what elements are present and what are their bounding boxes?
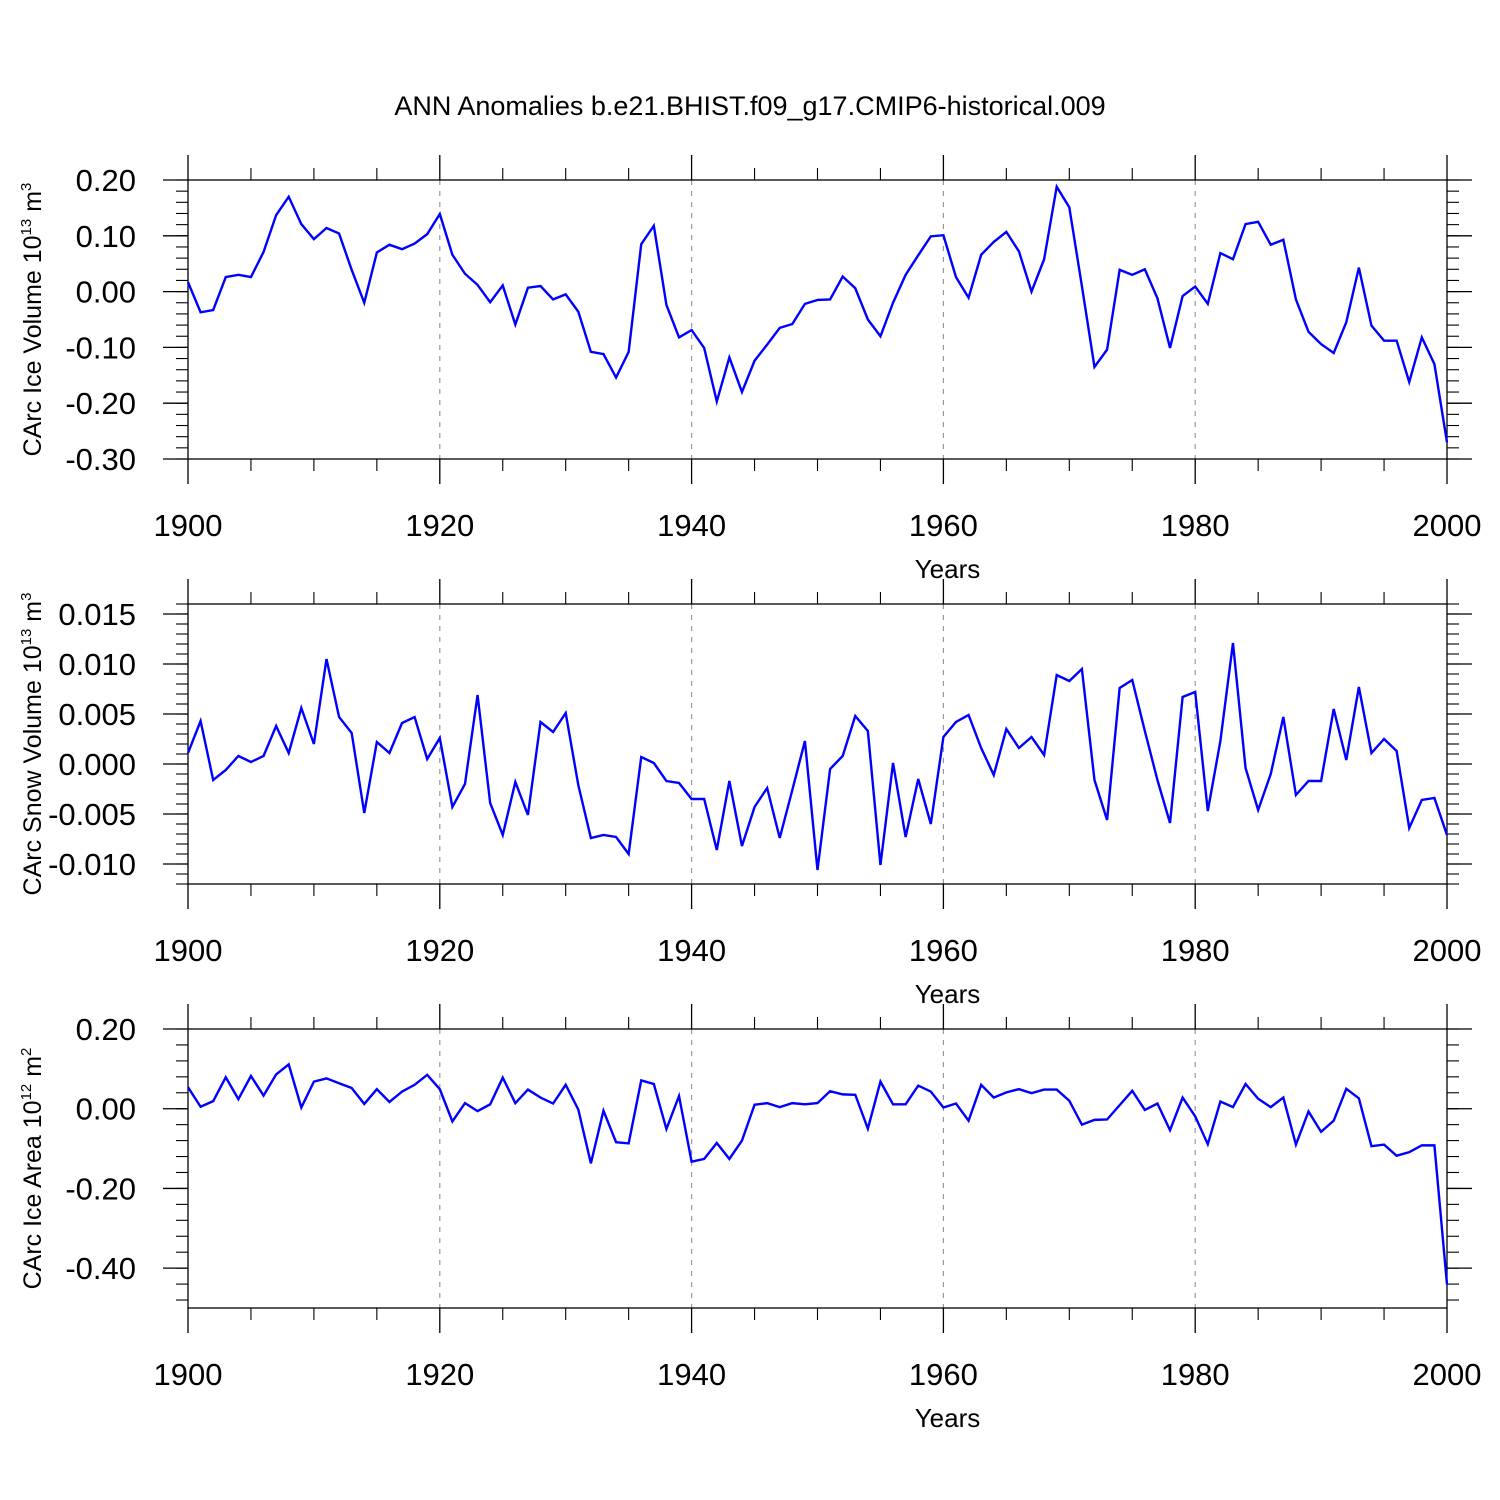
- x-tick-label: 1960: [909, 508, 978, 543]
- chart-panel-ice-volume: 1900 1920 1940 1960 1980 2000 0.20 0.10 0.00 -0.1…: [18, 155, 1481, 584]
- x-tick-label: 2000: [1413, 508, 1482, 543]
- x-tick-label: 1900: [154, 508, 223, 543]
- y-tick-label: 0.20: [76, 1012, 136, 1047]
- x-tick-label: 1960: [909, 1357, 978, 1392]
- chart-panel-snow-volume: 1900 1920 1940 1960 1980 2000 0.015 0.010 0.005 0…: [18, 579, 1481, 1009]
- y-axis-label: CArc Ice Volume 1013 m3: [18, 183, 47, 457]
- panels: 1900 1920 1940 1960 1980 2000 0.20 0.10 0.00 -0.1…: [18, 155, 1481, 1433]
- plot-frame: [187, 1028, 1448, 1309]
- y-label-text: CArc Ice Volume 10: [19, 235, 47, 456]
- y-tick-label: 0.00: [76, 275, 136, 310]
- y-tick-label: -0.005: [48, 797, 136, 832]
- x-tick-label: 1920: [405, 508, 474, 543]
- y-label-text: CArc Ice Area 10: [19, 1100, 47, 1289]
- y-label-text: CArc Snow Volume 10: [19, 645, 47, 895]
- y-tick-label: -0.20: [65, 1171, 136, 1206]
- y-label-exponent: 2: [18, 1048, 35, 1056]
- x-tick-label: 1960: [909, 933, 978, 968]
- y-tick-label: 0.000: [58, 747, 136, 782]
- x-tick-label: 1940: [657, 933, 726, 968]
- x-tick-label: 1980: [1161, 933, 1230, 968]
- y-label-exponent: 3: [18, 183, 35, 191]
- series-line: [186, 642, 1449, 871]
- y-label-text: m: [19, 601, 47, 629]
- y-tick-label: 0.005: [58, 697, 136, 732]
- series-line: [186, 183, 1449, 443]
- y-tick-label: -0.010: [48, 847, 136, 882]
- x-tick-label: 1980: [1161, 508, 1230, 543]
- y-tick-label: 0.20: [76, 163, 136, 198]
- y-label-exponent: 12: [18, 1084, 35, 1101]
- x-axis-label: Years: [915, 554, 981, 584]
- x-tick-label: 1940: [657, 508, 726, 543]
- y-label-text: m: [19, 191, 47, 219]
- x-tick-label: 1900: [154, 933, 223, 968]
- y-tick-label: -0.10: [65, 330, 136, 365]
- y-tick-label: -0.30: [65, 442, 136, 477]
- x-tick-label: 2000: [1413, 933, 1482, 968]
- y-axis-label: CArc Snow Volume 1013 m3: [18, 593, 47, 896]
- chart-panel-ice-area: 1900 1920 1940 1960 1980 2000 0.20 0.00 -0.20 -0.…: [18, 1004, 1481, 1433]
- x-tick-label: 1900: [154, 1357, 223, 1392]
- y-tick-label: -0.40: [65, 1251, 136, 1286]
- x-tick-label: 1980: [1161, 1357, 1230, 1392]
- x-axis-label: Years: [915, 1403, 981, 1433]
- y-tick-label: 0.00: [76, 1092, 136, 1127]
- y-tick-label: 0.10: [76, 219, 136, 254]
- x-tick-label: 1920: [405, 933, 474, 968]
- y-label-text: m: [19, 1056, 47, 1084]
- y-label-exponent: 13: [18, 629, 35, 646]
- x-axis-label: Years: [915, 979, 981, 1009]
- x-tick-label: 1920: [405, 1357, 474, 1392]
- y-tick-label: 0.015: [58, 597, 136, 632]
- y-tick-label: -0.20: [65, 386, 136, 421]
- y-label-exponent: 3: [18, 593, 35, 601]
- y-tick-label: 0.010: [58, 647, 136, 682]
- series-line: [186, 1062, 1449, 1285]
- y-label-exponent: 13: [18, 219, 35, 236]
- figure-title: ANN Anomalies b.e21.BHIST.f09_g17.CMIP6-…: [394, 91, 1105, 121]
- x-tick-label: 2000: [1413, 1357, 1482, 1392]
- y-axis-label: CArc Ice Area 1012 m2: [18, 1048, 47, 1290]
- x-tick-label: 1940: [657, 1357, 726, 1392]
